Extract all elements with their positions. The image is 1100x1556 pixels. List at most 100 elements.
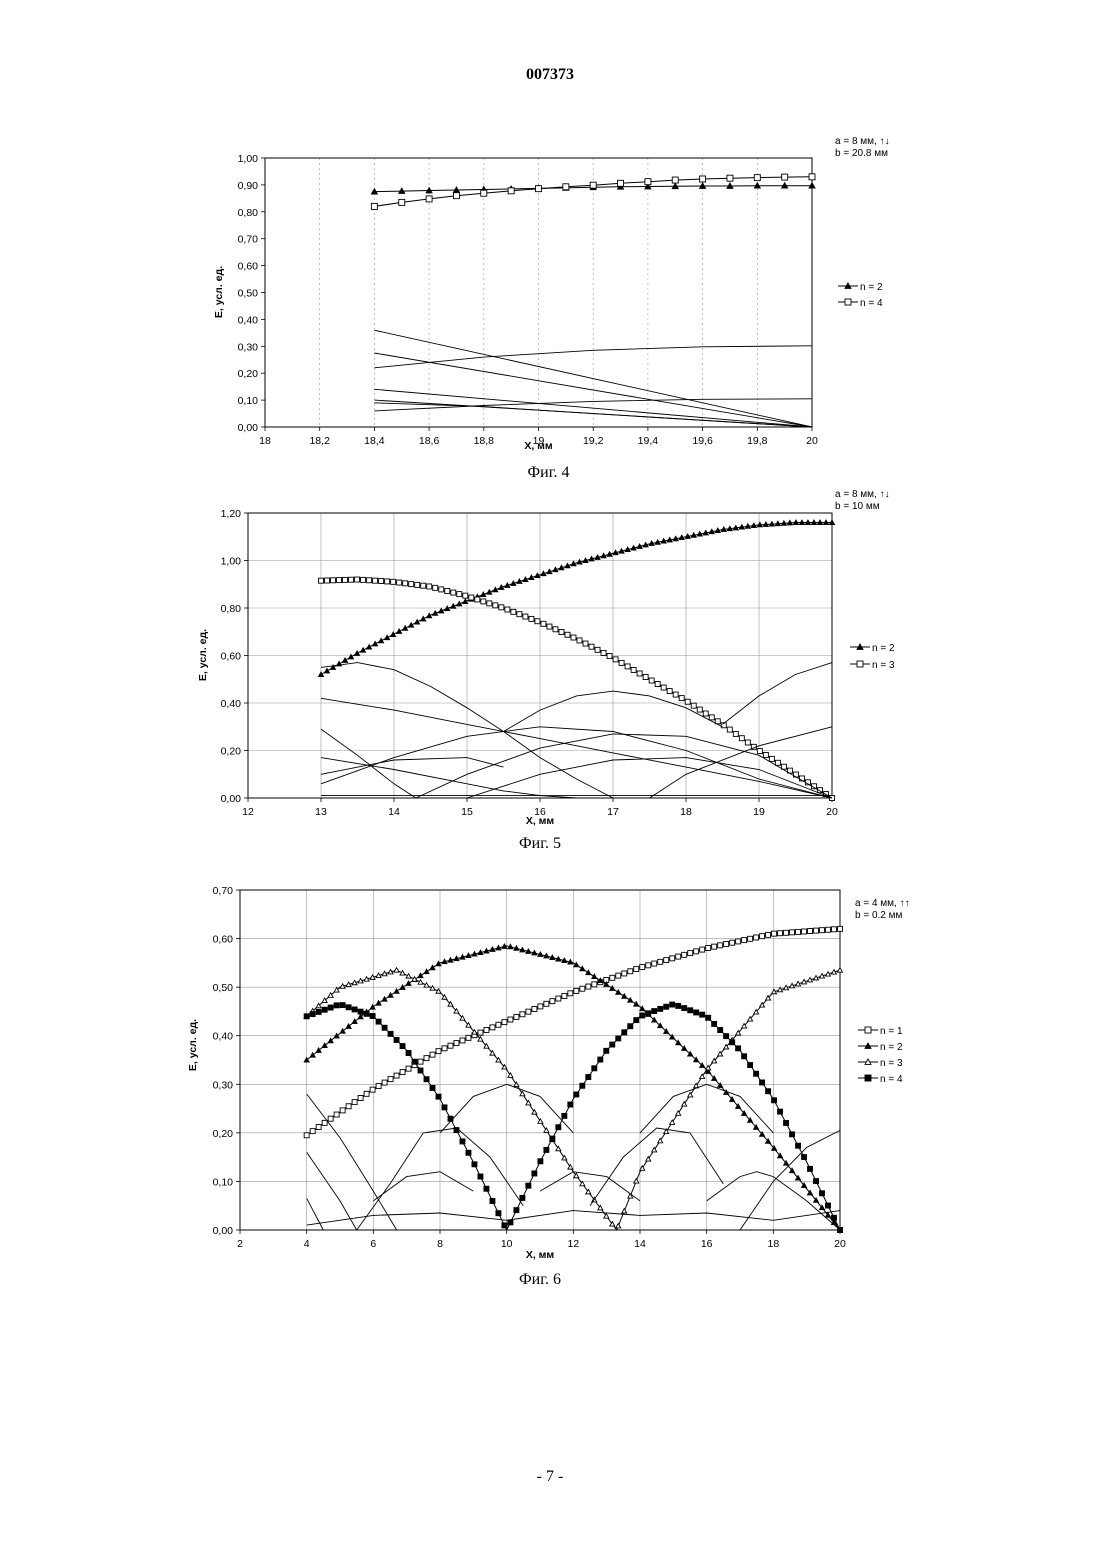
fig5-xtick-label: 20	[826, 806, 838, 818]
fig6-data-point	[418, 973, 423, 978]
fig6-data-point	[514, 946, 519, 951]
fig5-xtick-label: 14	[388, 806, 400, 818]
fig4-xtick-label: 20	[806, 435, 818, 447]
fig6-data-point	[826, 927, 831, 932]
fig5-data-point	[703, 530, 708, 535]
fig4-xtick-label: 18	[259, 435, 271, 447]
fig4-xtick-label: 19,6	[692, 435, 713, 447]
fig6-data-point	[616, 1036, 621, 1041]
fig6-data-point	[754, 1071, 759, 1076]
fig5-curve-5	[416, 734, 832, 798]
fig6-data-point	[628, 998, 633, 1003]
fig5-data-point	[397, 629, 402, 634]
fig6-data-point	[814, 1179, 819, 1184]
fig6-series-line	[740, 1130, 840, 1230]
fig5-ytick-label: 0,40	[221, 698, 242, 710]
fig6-data-point	[370, 975, 375, 980]
fig5-data-point	[535, 573, 540, 578]
fig5-data-point	[379, 638, 384, 643]
fig5-data-point	[475, 597, 480, 602]
fig4-ytick-label: 0,70	[238, 234, 259, 246]
fig6-data-point	[358, 1009, 363, 1014]
fig6-data-point	[622, 1030, 627, 1035]
fig6-data-point	[394, 968, 399, 973]
fig5-data-point	[643, 542, 648, 547]
fig5-data-point	[607, 552, 612, 557]
fig6-data-point	[586, 1075, 591, 1080]
fig6-data-point	[400, 1070, 405, 1075]
fig4-ytick-label: 0,10	[238, 395, 259, 407]
fig6-data-point	[340, 1108, 345, 1113]
fig6-data-point	[628, 969, 633, 974]
fig5-data-point	[499, 605, 504, 610]
fig6-data-point	[754, 935, 759, 940]
fig4-series-line	[374, 177, 812, 207]
fig5-data-point	[487, 601, 492, 606]
fig6-data-point	[592, 974, 597, 979]
fig5-data-point	[349, 577, 354, 582]
fig4-ytick-label: 0,30	[238, 341, 259, 353]
fig4-data-point	[809, 174, 815, 180]
fig5-data-point	[553, 567, 558, 572]
fig5-data-point	[325, 668, 330, 673]
fig5-data-point	[830, 520, 835, 525]
fig5-data-point	[727, 526, 732, 531]
figure-4-chart: 1818,218,418,618,81919,219,419,619,8200,…	[0, 130, 1100, 485]
fig5-data-point	[343, 658, 348, 663]
fig6-data-point	[478, 950, 483, 955]
fig6-data-point	[376, 1019, 381, 1024]
fig5-data-point	[331, 578, 336, 583]
fig6-data-point	[412, 977, 417, 982]
fig5-data-point	[649, 541, 654, 546]
fig6-data-point	[808, 1166, 813, 1171]
fig6-data-point	[448, 1043, 453, 1048]
fig6-data-point	[808, 929, 813, 934]
fig5-legend-marker	[857, 661, 863, 667]
fig5-data-point	[415, 582, 420, 587]
fig5-data-point	[745, 524, 750, 529]
fig5-xtick-label: 18	[680, 806, 692, 818]
fig5-data-point	[349, 654, 354, 659]
fig4-data-point	[754, 175, 760, 181]
fig4-annotation-line: b = 20.8 мм	[835, 148, 888, 159]
fig5-data-point	[811, 520, 816, 525]
fig6-data-point	[352, 1007, 357, 1012]
fig6-data-point	[400, 985, 405, 990]
fig5-data-point	[409, 582, 414, 587]
fig5-data-point	[373, 641, 378, 646]
figure-6-chart: 24681012141618200,000,100,200,300,400,50…	[0, 875, 1100, 1295]
fig6-data-point	[460, 1038, 465, 1043]
fig6-data-point	[496, 1022, 501, 1027]
fig6-data-point	[526, 949, 531, 954]
fig5-data-point	[433, 611, 438, 616]
fig6-caption: Фиг. 6	[519, 1271, 561, 1288]
fig5-data-point	[535, 619, 540, 624]
fig5-series-n2	[319, 520, 835, 677]
fig5-data-point	[763, 522, 768, 527]
fig6-data-point	[646, 1011, 651, 1016]
fig6-legend-marker	[865, 1075, 871, 1081]
fig6-data-point	[718, 943, 723, 948]
fig6-data-point	[538, 1004, 543, 1009]
fig6-data-point	[616, 973, 621, 978]
fig6-data-point	[574, 1092, 579, 1097]
fig6-data-point	[310, 1129, 315, 1134]
fig6-data-point	[814, 928, 819, 933]
fig4-data-point	[426, 196, 432, 202]
fig6-data-point	[586, 970, 591, 975]
fig4-data-point	[453, 193, 459, 199]
fig5-data-point	[595, 555, 600, 560]
fig6-data-point	[682, 952, 687, 957]
fig6-legend-label: n = 1	[880, 1026, 903, 1037]
fig6-data-point	[784, 930, 789, 935]
fig6-data-point	[454, 956, 459, 961]
fig6-data-point	[328, 1005, 333, 1010]
fig5-series-line	[321, 580, 832, 799]
fig6-data-point	[370, 1087, 375, 1092]
fig6-curve-6	[307, 1094, 397, 1230]
fig6-data-point	[820, 928, 825, 933]
fig6-data-point	[382, 1025, 387, 1030]
fig6-data-point	[496, 945, 501, 950]
fig6-xtick-label: 18	[767, 1238, 779, 1250]
fig6-data-point	[658, 1006, 663, 1011]
